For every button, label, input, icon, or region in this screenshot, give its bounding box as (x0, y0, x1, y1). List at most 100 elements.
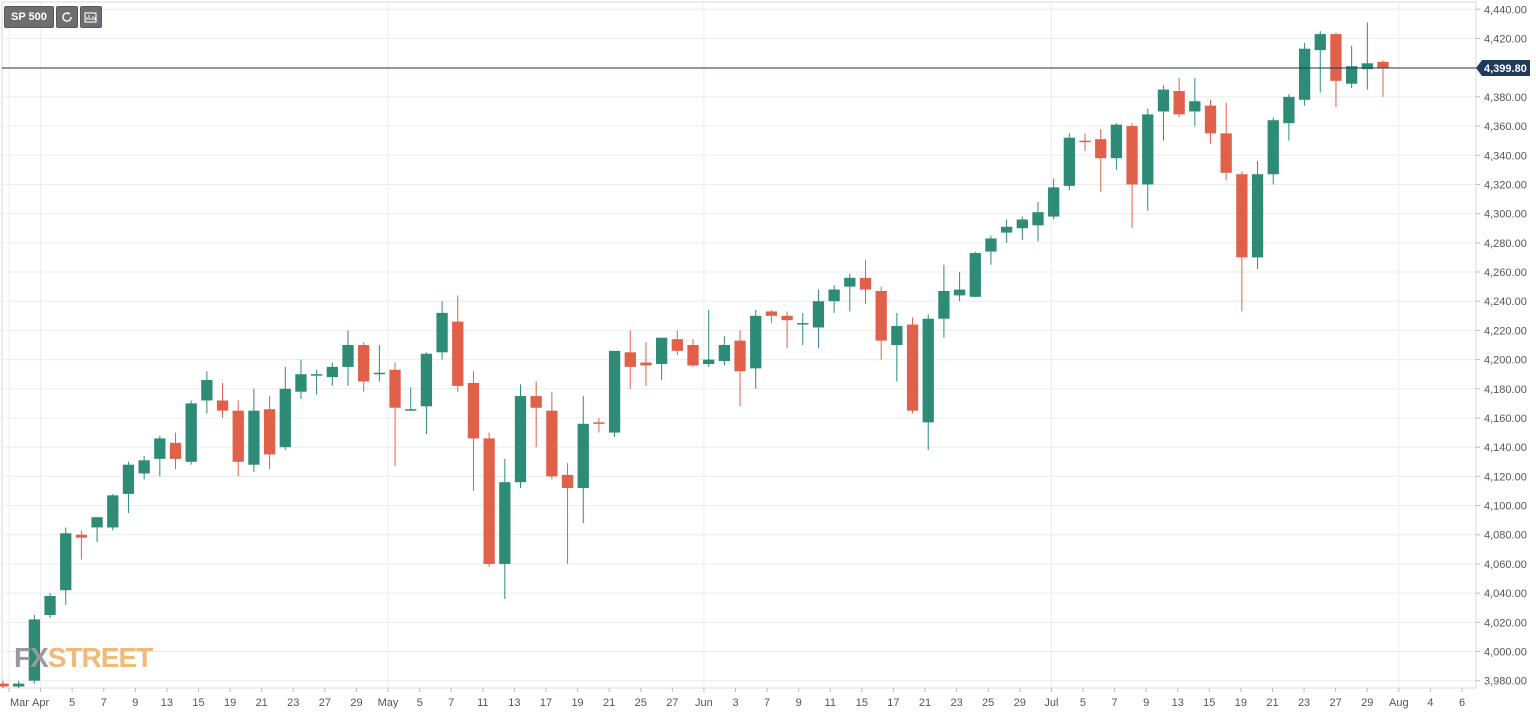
candle-body (201, 380, 213, 401)
candle-body (279, 388, 291, 448)
x-tick-label: 17 (540, 697, 552, 709)
candle-body (28, 619, 41, 681)
x-tick-label: 21 (256, 697, 268, 709)
y-tick-label: 4,060.00 (1484, 559, 1527, 571)
x-tick-label: May (378, 697, 399, 709)
candle-body (1236, 174, 1248, 258)
x-tick-label: 7 (101, 697, 107, 709)
candle-body (514, 396, 527, 483)
candle-body (1377, 61, 1389, 68)
candle-body (467, 382, 480, 439)
y-tick-label: 4,080.00 (1484, 530, 1527, 542)
y-tick-label: 3,980.00 (1484, 676, 1527, 688)
candle-body (13, 683, 25, 687)
x-tick-label: Apr (32, 697, 49, 709)
last-price-label: 4,399.80 (1484, 63, 1527, 75)
candle-body (530, 396, 542, 408)
candle-body (138, 460, 150, 474)
candle-body (938, 290, 950, 319)
candle-body (797, 323, 809, 325)
candle-body (812, 301, 825, 328)
x-tick-label: 13 (1172, 697, 1184, 709)
x-tick-label: Jun (695, 697, 713, 709)
x-tick-label: 23 (950, 697, 962, 709)
x-tick-label: 27 (1330, 697, 1342, 709)
x-tick-label: 4 (1427, 697, 1433, 709)
candle-body (1314, 34, 1326, 51)
y-tick-label: 4,100.00 (1484, 501, 1527, 513)
candle-body (1000, 226, 1013, 233)
y-tick-label: 4,180.00 (1484, 384, 1527, 396)
x-tick-label: 21 (603, 697, 615, 709)
candle-body (373, 372, 386, 375)
candle-body (1220, 133, 1232, 173)
candle-body (1204, 105, 1217, 134)
candle-body (1126, 126, 1138, 185)
y-tick-label: 4,220.00 (1484, 325, 1527, 337)
x-tick-label: 29 (1014, 697, 1026, 709)
x-tick-label: 15 (856, 697, 868, 709)
x-tick-label: 19 (571, 697, 583, 709)
x-tick-label: 23 (1298, 697, 1310, 709)
fxstreet-watermark: FXSTREET (14, 642, 153, 674)
refresh-icon[interactable] (55, 6, 78, 28)
candle-body (640, 362, 652, 366)
candle-body (483, 438, 495, 564)
y-tick-label: 4,160.00 (1484, 413, 1527, 425)
candle-body (546, 410, 558, 477)
x-tick-label: 13 (161, 697, 173, 709)
candle-body (295, 374, 307, 392)
watermark-suffix: STREET (47, 642, 153, 673)
x-tick-label: 19 (224, 697, 236, 709)
x-tick-label: 6 (1459, 697, 1465, 709)
candle-body (1267, 120, 1279, 175)
candle-body (750, 315, 762, 369)
y-tick-label: 4,320.00 (1484, 179, 1527, 191)
x-tick-label: 21 (919, 697, 931, 709)
x-tick-label: 5 (417, 697, 423, 709)
candle-body (310, 374, 323, 376)
x-tick-label: 25 (635, 697, 647, 709)
x-tick-label: 21 (1266, 697, 1278, 709)
candle-body (608, 350, 621, 433)
candle-body (671, 339, 683, 351)
y-tick-label: 4,000.00 (1484, 647, 1527, 659)
candle-body (216, 400, 229, 411)
x-tick-label: 17 (887, 697, 899, 709)
candle-body (436, 312, 448, 353)
candle-body (1330, 34, 1342, 81)
candle-body (718, 345, 731, 362)
candle-body (60, 533, 72, 591)
y-tick-label: 4,260.00 (1484, 267, 1527, 279)
candle-body (342, 345, 354, 367)
candle-body (499, 482, 511, 564)
y-tick-label: 4,020.00 (1484, 617, 1527, 629)
candle-body (1361, 63, 1373, 70)
indicators-icon[interactable] (79, 6, 102, 28)
y-tick-label: 4,340.00 (1484, 150, 1527, 162)
candle-body (859, 277, 872, 290)
symbol-button[interactable]: SP 500 (4, 6, 54, 28)
y-tick-label: 4,140.00 (1484, 442, 1527, 454)
candle-body (1283, 96, 1295, 124)
x-tick-label: 15 (1203, 697, 1215, 709)
candle-body (1173, 91, 1185, 115)
y-tick-label: 4,280.00 (1484, 238, 1527, 250)
candle-body (1079, 140, 1091, 143)
x-tick-label: 29 (1361, 697, 1373, 709)
candle-body (561, 474, 574, 489)
x-tick-label: 29 (350, 697, 362, 709)
y-tick-label: 4,200.00 (1484, 355, 1527, 367)
y-tick-label: 4,360.00 (1484, 121, 1527, 133)
x-tick-label: 23 (287, 697, 299, 709)
candle-body (358, 345, 370, 382)
candle-body (1251, 174, 1264, 258)
candle-body (405, 409, 417, 411)
candle-body (91, 517, 103, 528)
candle-body (922, 318, 934, 423)
candle-body (1157, 89, 1170, 112)
candle-body (781, 315, 793, 321)
candle-body (1063, 137, 1076, 186)
candle-body (765, 311, 778, 316)
